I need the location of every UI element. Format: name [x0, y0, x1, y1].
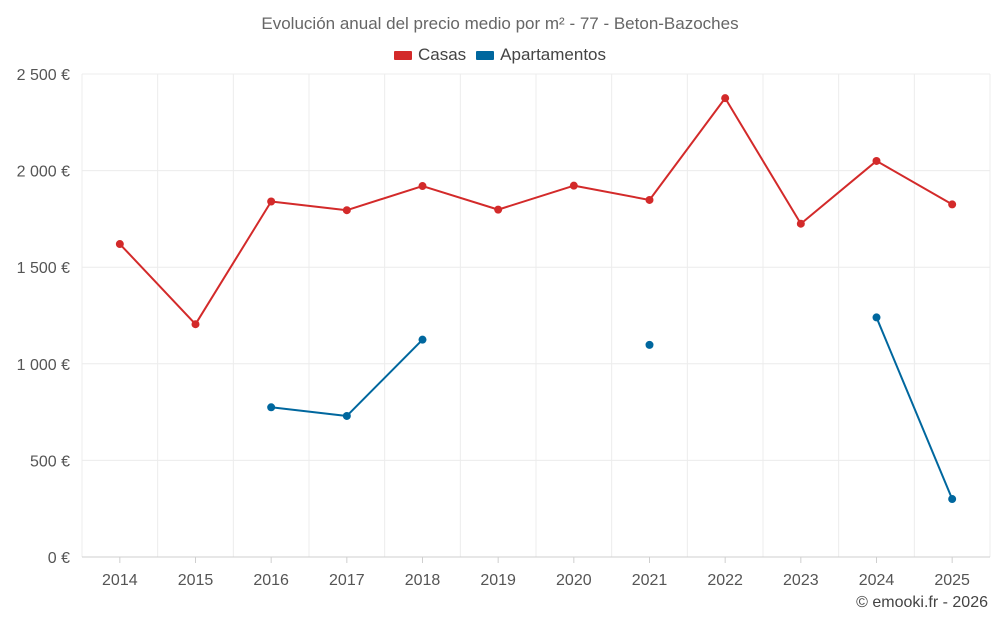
chart-legend: Casas Apartamentos: [0, 45, 1000, 65]
data-point-casas: [267, 197, 276, 206]
data-point-casas: [494, 205, 503, 214]
chart-title: Evolución anual del precio medio por m² …: [261, 14, 739, 33]
legend-swatch-apartamentos: [476, 50, 495, 60]
y-tick-label: 1 500 €: [17, 260, 70, 277]
y-tick-label: 1 000 €: [17, 357, 70, 374]
data-point-casas: [948, 200, 957, 209]
x-tick-label: 2015: [178, 572, 214, 589]
x-tick-label: 2016: [253, 572, 289, 589]
x-tick-label: 2022: [707, 572, 743, 589]
x-tick-label: 2025: [934, 572, 970, 589]
series-line-casas: [119, 97, 953, 326]
data-point-apartamentos: [342, 411, 351, 420]
copyright-credit: © emooki.fr - 2026: [856, 594, 988, 611]
series-line-apartamentos: [875, 317, 954, 500]
data-point-apartamentos: [645, 340, 654, 349]
series-line-apartamentos: [271, 338, 424, 417]
data-point-casas: [342, 206, 351, 215]
data-point-casas: [569, 181, 578, 190]
x-tick-label: 2021: [632, 572, 668, 589]
y-tick-label: 2 500 €: [17, 67, 70, 84]
data-point-casas: [645, 195, 654, 204]
x-tick-label: 2020: [556, 572, 592, 589]
data-point-casas: [418, 182, 427, 191]
x-tick-label: 2023: [783, 572, 819, 589]
x-tick-label: 2019: [480, 572, 516, 589]
y-tick-label: 2 000 €: [17, 164, 70, 181]
x-tick-label: 2017: [329, 572, 365, 589]
x-tick-label: 2014: [102, 572, 138, 589]
data-point-casas: [191, 320, 200, 329]
data-point-apartamentos: [267, 403, 276, 412]
data-point-apartamentos: [872, 313, 881, 322]
data-point-apartamentos: [418, 335, 427, 344]
x-tick-label: 2018: [405, 572, 441, 589]
x-tick-label: 2024: [859, 572, 895, 589]
legend-swatch-casas: [393, 50, 412, 60]
y-tick-label: 0 €: [48, 550, 70, 567]
legend-label-casas: Casas: [417, 45, 467, 64]
data-point-casas: [721, 94, 730, 103]
data-point-apartamentos: [948, 495, 957, 504]
data-point-casas: [115, 240, 124, 249]
data-point-casas: [796, 219, 805, 228]
data-point-casas: [872, 156, 881, 165]
legend-item-casas[interactable]: Casas: [393, 45, 467, 65]
legend-label-apartamentos: Apartamentos: [500, 45, 607, 64]
legend-item-apartamentos[interactable]: Apartamentos: [476, 45, 606, 65]
y-tick-label: 500 €: [30, 453, 70, 470]
